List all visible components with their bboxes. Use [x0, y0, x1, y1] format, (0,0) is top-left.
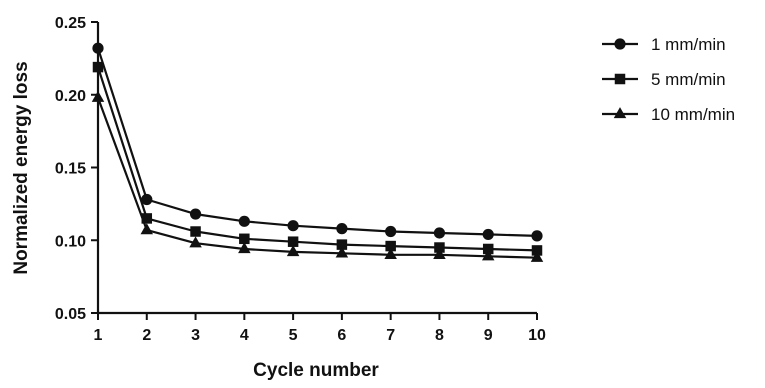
legend-label: 5 mm/min [651, 70, 726, 89]
data-point [141, 213, 153, 224]
legend-marker [614, 38, 626, 50]
x-tick-label: 4 [240, 327, 249, 344]
data-point [140, 223, 154, 235]
data-point [238, 215, 250, 227]
data-point [482, 228, 494, 241]
data-point [91, 90, 105, 102]
axes: 1 2 3 4 5 6 7 8 9 10 0.05 0.10 0.15 0.20 0.25 [55, 15, 546, 344]
data-point [531, 230, 543, 242]
legend-item: 1 mm/min [602, 35, 726, 54]
series-line [96, 66, 538, 252]
legend: 1 mm/min 5 mm/min 10 mm/min [602, 35, 735, 124]
x-tick-label: 9 [484, 327, 493, 344]
data-point [286, 245, 300, 257]
y-tick-label: 0.10 [55, 233, 86, 250]
legend-marker [613, 107, 627, 119]
series-layer [91, 42, 544, 262]
data-point [433, 227, 446, 239]
data-point [141, 193, 153, 206]
x-tick-label: 7 [386, 327, 395, 344]
x-tick-label: 2 [142, 327, 151, 344]
data-point [239, 233, 250, 245]
series-line [96, 47, 538, 237]
y-tick-label: 0.20 [55, 88, 86, 105]
y-tick-label: 0.25 [55, 15, 86, 32]
series-line [96, 97, 538, 259]
y-tick-label: 0.05 [55, 306, 86, 323]
x-axis-title: Cycle number [253, 360, 379, 381]
data-point [434, 242, 445, 253]
data-point [189, 208, 202, 220]
data-point [287, 220, 299, 232]
legend-item: 5 mm/min [602, 70, 726, 89]
x-tick-label: 1 [94, 327, 103, 344]
data-point [238, 242, 251, 254]
data-point [92, 61, 104, 73]
x-tick-label: 10 [528, 327, 546, 344]
legend-item: 10 mm/min [602, 105, 735, 124]
data-point [92, 42, 104, 54]
data-point [530, 250, 544, 262]
series-square [92, 61, 543, 256]
legend-label: 10 mm/min [651, 105, 735, 124]
data-point [189, 236, 202, 248]
data-point [531, 245, 543, 256]
data-point [385, 225, 397, 238]
data-point [384, 247, 397, 259]
data-point [336, 223, 348, 235]
data-point [433, 247, 446, 259]
x-tick-label: 3 [191, 327, 200, 344]
data-point [481, 249, 495, 261]
x-tick-label: 6 [337, 327, 346, 344]
data-point [385, 240, 396, 252]
x-tick-label: 5 [289, 327, 298, 344]
data-point [287, 236, 299, 247]
data-point [335, 246, 349, 258]
data-point [190, 226, 201, 237]
x-tick-label: 8 [435, 327, 444, 344]
y-tick-label: 0.15 [55, 161, 86, 178]
data-point [482, 243, 494, 255]
data-point [336, 239, 348, 250]
legend-marker [614, 73, 626, 85]
y-axis-title: Normalized energy loss [11, 61, 32, 274]
series-circle [92, 42, 543, 242]
legend-label: 1 mm/min [651, 35, 726, 54]
series-triangle [91, 90, 544, 262]
